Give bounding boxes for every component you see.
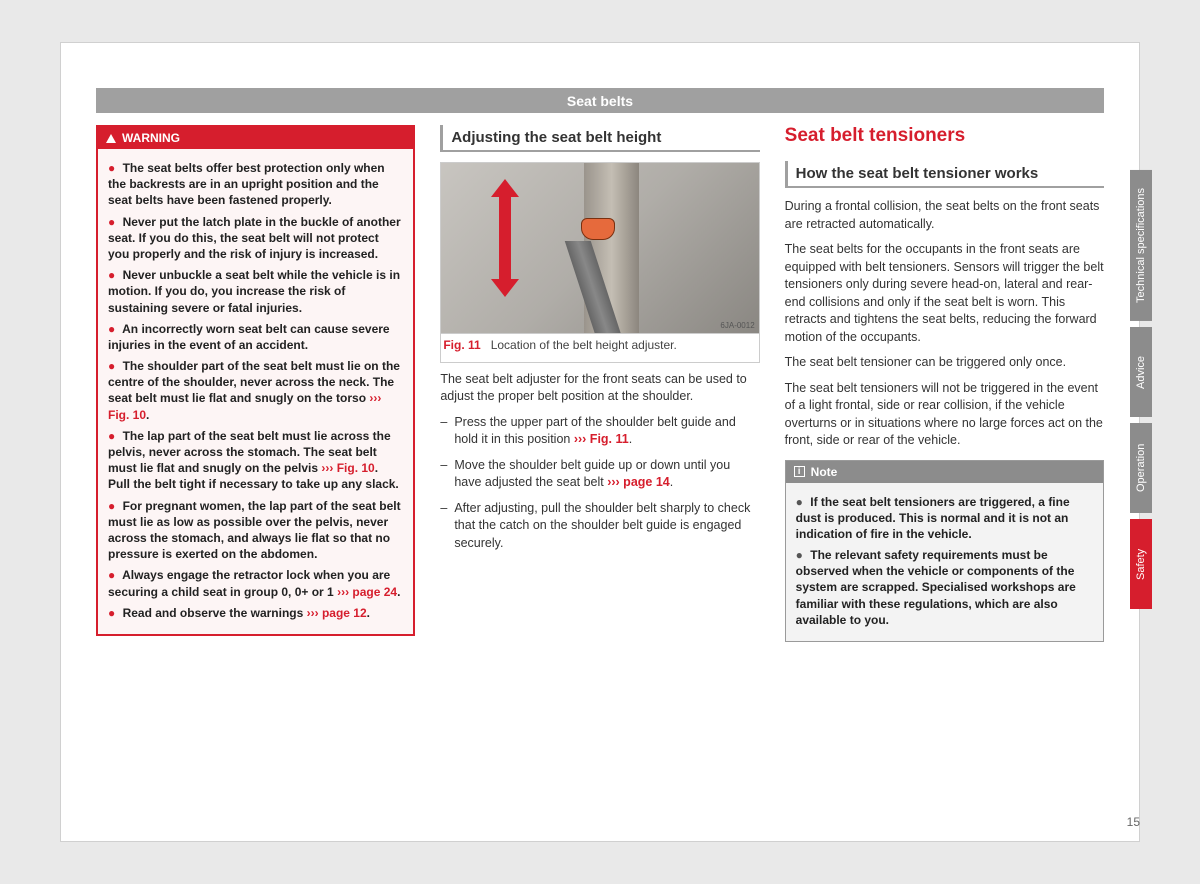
left-column: WARNING ● The seat belts offer best prot… bbox=[96, 125, 415, 642]
step-item: After adjusting, pull the shoulder belt … bbox=[440, 500, 759, 553]
middle-steps: Press the upper part of the shoulder bel… bbox=[440, 414, 759, 553]
figure-caption-body: Location of the belt height adjuster. bbox=[491, 338, 677, 352]
warning-bullet: ● The lap part of the seat belt must lie… bbox=[108, 428, 403, 493]
middle-column: Adjusting the seat belt height 6JA-0012 … bbox=[440, 125, 759, 642]
info-icon: i bbox=[794, 466, 805, 477]
figure-code: 6JA-0012 bbox=[720, 321, 754, 330]
warning-box: WARNING ● The seat belts offer best prot… bbox=[96, 125, 415, 636]
warning-bullet: ● The shoulder part of the seat belt mus… bbox=[108, 358, 403, 423]
note-body: ● If the seat belt tensioners are trigge… bbox=[786, 483, 1103, 642]
side-tab-operation[interactable]: Operation bbox=[1130, 423, 1152, 513]
figure-number: Fig. 11 bbox=[443, 338, 480, 352]
warning-body: ● The seat belts offer best protection o… bbox=[98, 149, 413, 634]
side-tab-advice[interactable]: Advice bbox=[1130, 327, 1152, 417]
warning-triangle-icon bbox=[106, 134, 116, 143]
manual-page: Seat belts WARNING ● The seat belts offe… bbox=[60, 42, 1140, 842]
middle-intro-text: The seat belt adjuster for the front sea… bbox=[440, 371, 759, 406]
step-item: Press the upper part of the shoulder bel… bbox=[440, 414, 759, 449]
right-paragraphs: During a frontal collision, the seat bel… bbox=[785, 198, 1104, 450]
note-label: Note bbox=[811, 465, 838, 479]
warning-bullet: ● For pregnant women, the lap part of th… bbox=[108, 498, 403, 563]
tensioner-paragraph: The seat belt tensioners will not be tri… bbox=[785, 380, 1104, 450]
note-box: i Note ● If the seat belt tensioners are… bbox=[785, 460, 1104, 643]
warning-bullet: ● Read and observe the warnings ››› page… bbox=[108, 605, 403, 621]
warning-header: WARNING bbox=[98, 127, 413, 149]
tensioners-main-heading: Seat belt tensioners bbox=[785, 125, 1104, 147]
note-bullet: ● The relevant safety requirements must … bbox=[796, 547, 1093, 628]
warning-bullet: ● Never unbuckle a seat belt while the v… bbox=[108, 267, 403, 316]
side-tabs: Technical specifications Advice Operation S… bbox=[1130, 170, 1152, 609]
figure-11-image: 6JA-0012 bbox=[441, 163, 758, 333]
step-item: Move the shoulder belt guide up or down … bbox=[440, 457, 759, 492]
warning-bullet: ● Never put the latch plate in the buckl… bbox=[108, 214, 403, 263]
right-column: Seat belt tensioners How the seat belt t… bbox=[785, 125, 1104, 642]
warning-label: WARNING bbox=[122, 131, 180, 145]
warning-bullet: ● An incorrectly worn seat belt can caus… bbox=[108, 321, 403, 353]
note-bullet: ● If the seat belt tensioners are trigge… bbox=[796, 494, 1093, 543]
page-number: 15 bbox=[1127, 815, 1140, 829]
page-title-bar: Seat belts bbox=[96, 88, 1104, 113]
tensioner-paragraph: The seat belts for the occupants in the … bbox=[785, 241, 1104, 346]
side-tab-technical-specifications[interactable]: Technical specifications bbox=[1130, 170, 1152, 321]
tensioners-sub-heading: How the seat belt tensioner works bbox=[785, 161, 1104, 188]
figure-caption-text bbox=[484, 338, 491, 352]
figure-11: 6JA-0012 Fig. 11 Location of the belt he… bbox=[440, 162, 759, 363]
tensioner-paragraph: The seat belt tensioner can be triggered… bbox=[785, 354, 1104, 372]
tensioner-paragraph: During a frontal collision, the seat bel… bbox=[785, 198, 1104, 233]
section-heading-adjust: Adjusting the seat belt height bbox=[440, 125, 759, 152]
warning-bullet: ● The seat belts offer best protection o… bbox=[108, 160, 403, 209]
figure-11-caption: Fig. 11 Location of the belt height adju… bbox=[441, 333, 758, 362]
side-tab-safety[interactable]: Safety bbox=[1130, 519, 1152, 609]
content-columns: WARNING ● The seat belts offer best prot… bbox=[61, 125, 1139, 642]
note-header: i Note bbox=[786, 461, 1103, 483]
warning-bullet: ● Always engage the retractor lock when … bbox=[108, 567, 403, 599]
